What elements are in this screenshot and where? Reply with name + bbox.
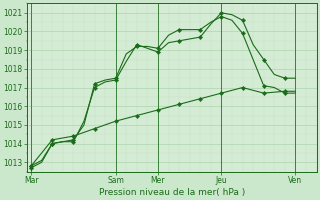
X-axis label: Pression niveau de la mer( hPa ): Pression niveau de la mer( hPa ) [99,188,245,197]
